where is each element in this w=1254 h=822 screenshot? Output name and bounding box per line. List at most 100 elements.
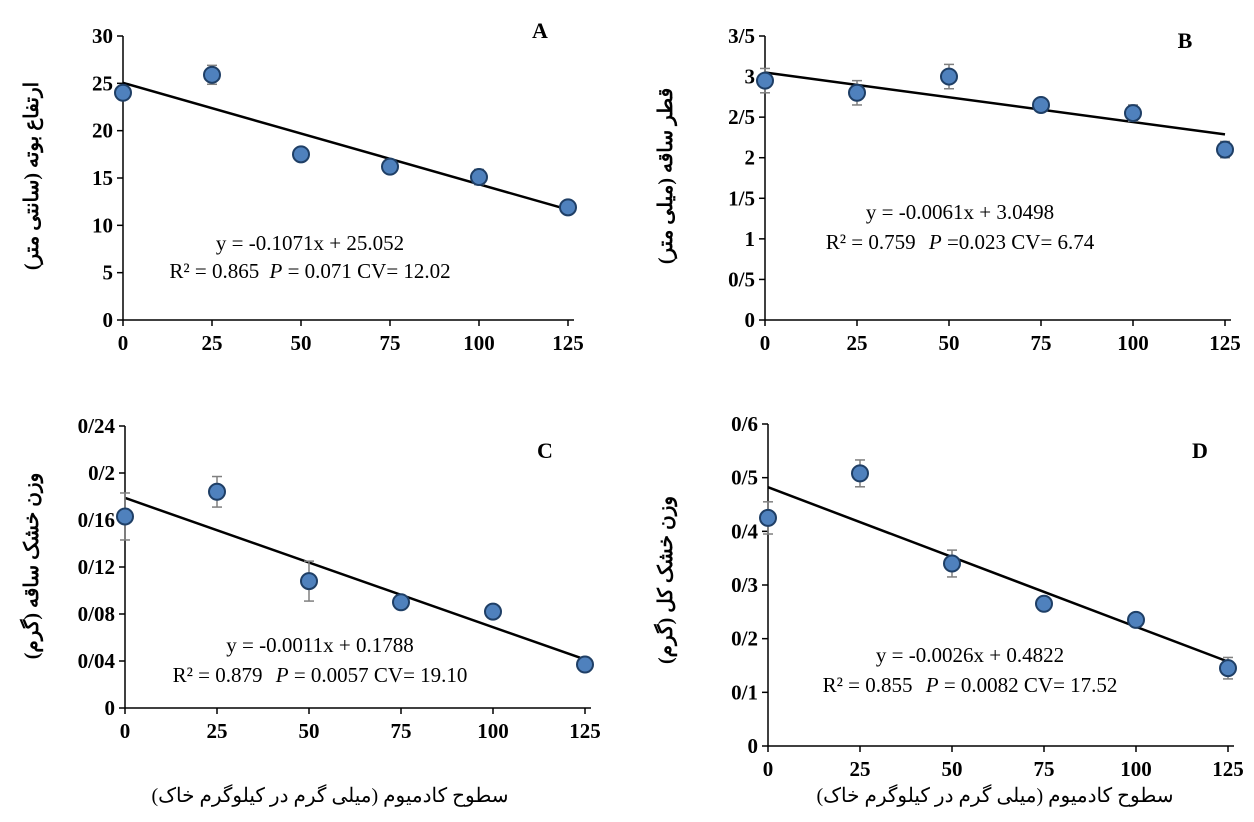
y-tick-label: 0 xyxy=(745,308,756,332)
y-tick-label: 0/3 xyxy=(731,573,758,597)
x-tick-label: 50 xyxy=(299,719,320,743)
x-tick-label: 0 xyxy=(760,331,771,355)
x-tick-label: 100 xyxy=(1117,331,1149,355)
trend-stats: R² = 0.879 P = 0.0057 CV= 19.10 xyxy=(173,663,468,687)
y-tick-label: 0 xyxy=(105,696,116,720)
x-axis-label: سطوح کادمیوم (میلی گرم در کیلوگرم خاک) xyxy=(816,784,1173,807)
x-tick-label: 75 xyxy=(380,331,401,355)
p-label: P xyxy=(928,230,942,254)
data-point xyxy=(943,554,961,573)
data-point xyxy=(470,168,488,187)
data-point xyxy=(300,572,318,591)
trend-equation: y = -0.0011x + 0.1788 xyxy=(226,633,413,657)
data-point xyxy=(1035,594,1053,613)
y-tick-label: 0/16 xyxy=(78,508,115,532)
data-point xyxy=(292,145,310,164)
y-tick-label: 0/6 xyxy=(731,412,758,436)
y-tick-label: 0/08 xyxy=(78,602,115,626)
data-point xyxy=(484,602,502,621)
y-tick-label: 20 xyxy=(92,119,113,143)
chart-panel-b: B قطر ساقه (میلی متر) y = -0.0061x + 3.0… xyxy=(655,24,1241,355)
data-point xyxy=(848,83,866,102)
axes: 0 5 10 15 20 25 30 0 25 50 75 100 125 xyxy=(92,24,584,355)
data-point xyxy=(851,464,869,483)
data-point xyxy=(756,71,774,90)
x-tick-label: 25 xyxy=(202,331,223,355)
y-tick-label: 0/2 xyxy=(731,627,758,651)
trendline xyxy=(767,486,1229,663)
x-tick-label: 100 xyxy=(477,719,509,743)
axes: 0 0/04 0/08 0/12 0/16 0/2 0/24 0 25 50 75 100 125 xyxy=(78,414,601,743)
x-tick-label: 25 xyxy=(207,719,228,743)
y-tick-label: 0/5 xyxy=(728,267,755,291)
chart-panel-d: D وزن خشک کل (گرم) y = -0.0026x + 0.4822… xyxy=(653,412,1244,807)
data-point xyxy=(208,482,226,501)
r-squared: R² = 0.865 xyxy=(169,259,259,283)
r-squared: R² = 0.879 xyxy=(173,663,263,687)
x-tick-label: 75 xyxy=(1034,757,1055,781)
y-tick-label: 15 xyxy=(92,166,113,190)
data-point xyxy=(114,83,132,102)
axes: 0 0/1 0/2 0/3 0/4 0/5 0/6 0 25 50 75 100 125 xyxy=(731,412,1244,781)
x-tick-label: 125 xyxy=(569,719,601,743)
y-tick-label: 3 xyxy=(745,65,756,89)
data-point xyxy=(559,198,577,217)
data-point xyxy=(381,157,399,176)
y-tick-label: 0/04 xyxy=(78,649,116,673)
r-squared: R² = 0.759 xyxy=(826,230,916,254)
y-tick-label: 0/2 xyxy=(88,461,115,485)
y-tick-label: 2/5 xyxy=(728,105,755,129)
panel-label: A xyxy=(532,18,548,43)
y-tick-label: 1/5 xyxy=(728,186,755,210)
x-tick-label: 50 xyxy=(939,331,960,355)
y-tick-label: 3/5 xyxy=(728,24,755,48)
panel-label: C xyxy=(537,438,553,463)
trendline xyxy=(124,496,586,661)
trendline xyxy=(122,81,569,211)
data-point xyxy=(759,508,777,527)
y-tick-label: 2 xyxy=(745,146,756,170)
y-axis-label: وزن خشک کل (گرم) xyxy=(653,496,678,664)
trend-stats: R² = 0.865 P = 0.071 CV= 12.02 xyxy=(169,259,450,283)
x-tick-label: 75 xyxy=(1031,331,1052,355)
x-tick-label: 0 xyxy=(120,719,131,743)
x-tick-label: 125 xyxy=(552,331,584,355)
x-tick-label: 100 xyxy=(1120,757,1152,781)
y-tick-label: 10 xyxy=(92,213,113,237)
trendline xyxy=(764,71,1226,136)
chart-panel-c: C وزن خشک ساقه (گرم) y = -0.0011x + 0.17… xyxy=(19,414,601,807)
y-tick-label: 0/12 xyxy=(78,555,115,579)
y-axis-label: ارتفاع بوته (سانتی متر) xyxy=(21,82,44,270)
x-tick-label: 25 xyxy=(850,757,871,781)
trend-equation: y = -0.0061x + 3.0498 xyxy=(866,200,1054,224)
data-point xyxy=(1219,659,1237,678)
y-tick-label: 0/4 xyxy=(731,519,758,543)
r-squared: R² = 0.855 xyxy=(823,673,913,697)
data-point xyxy=(1124,104,1142,123)
axes: 0 0/5 1 1/5 2 2/5 3 3/5 0 25 50 75 100 125 xyxy=(728,24,1241,355)
x-tick-label: 125 xyxy=(1209,331,1241,355)
p-label: P xyxy=(275,663,289,687)
data-point xyxy=(203,65,221,84)
panel-label: B xyxy=(1178,28,1193,53)
y-axis-label: وزن خشک ساقه (گرم) xyxy=(19,473,44,660)
data-point xyxy=(576,655,594,674)
y-tick-label: 0/5 xyxy=(731,466,758,490)
data-point xyxy=(1216,140,1234,159)
p-label: P xyxy=(268,259,282,283)
data-point xyxy=(392,593,410,612)
x-tick-label: 50 xyxy=(942,757,963,781)
data-point xyxy=(116,507,134,526)
data-point xyxy=(1127,610,1145,629)
y-tick-label: 0 xyxy=(748,734,759,758)
y-tick-label: 30 xyxy=(92,24,113,48)
x-tick-label: 125 xyxy=(1212,757,1244,781)
chart-panel-a: A ارتفاع بوته (سانتی متر) y = -0.1071x +… xyxy=(21,18,584,355)
data-point xyxy=(1032,95,1050,114)
trend-stats: R² = 0.759 P =0.023 CV= 6.74 xyxy=(826,230,1095,254)
x-tick-label: 25 xyxy=(847,331,868,355)
trend-equation: y = -0.1071x + 25.052 xyxy=(216,231,404,255)
y-tick-label: 5 xyxy=(103,261,114,285)
y-tick-label: 25 xyxy=(92,71,113,95)
